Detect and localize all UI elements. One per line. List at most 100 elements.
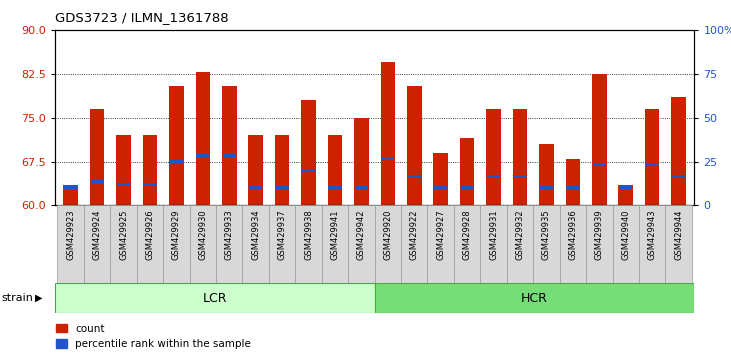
Bar [295, 205, 322, 283]
Bar [407, 86, 422, 205]
Text: GSM429944: GSM429944 [674, 209, 683, 260]
Bar [560, 205, 586, 283]
Bar [137, 205, 163, 283]
Bar [223, 154, 236, 157]
Text: GSM429937: GSM429937 [278, 209, 287, 260]
Text: GSM429920: GSM429920 [383, 209, 393, 260]
Bar [302, 169, 315, 172]
Text: GSM429933: GSM429933 [224, 209, 234, 260]
Bar [566, 159, 580, 205]
Bar [110, 205, 137, 283]
Bar [613, 205, 639, 283]
Bar [163, 205, 189, 283]
Text: GDS3723 / ILMN_1361788: GDS3723 / ILMN_1361788 [55, 11, 229, 24]
Bar [461, 186, 474, 189]
Text: GSM429941: GSM429941 [330, 209, 339, 260]
Bar [170, 160, 183, 163]
Text: strain: strain [1, 293, 34, 303]
Bar [434, 186, 447, 189]
Legend: count, percentile rank within the sample: count, percentile rank within the sample [56, 324, 251, 349]
Text: LCR: LCR [202, 292, 227, 305]
Bar [486, 109, 501, 205]
Bar [64, 185, 78, 205]
Bar [592, 74, 607, 205]
Bar [169, 86, 183, 205]
Bar [84, 205, 110, 283]
Bar [639, 205, 665, 283]
Text: GSM429935: GSM429935 [542, 209, 551, 260]
Text: GSM429923: GSM429923 [67, 209, 75, 260]
Bar [567, 186, 580, 189]
Bar [618, 185, 633, 205]
Bar [328, 186, 341, 189]
Bar [64, 186, 77, 189]
Bar [586, 205, 613, 283]
Text: GSM429938: GSM429938 [304, 209, 313, 260]
Bar [322, 205, 348, 283]
Text: GSM429931: GSM429931 [489, 209, 498, 260]
Bar [454, 205, 480, 283]
Text: GSM429929: GSM429929 [172, 209, 181, 260]
Bar [533, 205, 560, 283]
Text: GSM429936: GSM429936 [569, 209, 577, 260]
Text: GSM429930: GSM429930 [198, 209, 208, 260]
Bar [401, 205, 428, 283]
Bar [243, 205, 269, 283]
Bar [433, 153, 448, 205]
Text: ▶: ▶ [35, 293, 42, 303]
Bar [619, 186, 632, 189]
Bar [143, 183, 156, 187]
Bar [539, 144, 553, 205]
Bar [382, 157, 395, 160]
Bar [91, 181, 104, 183]
Bar [189, 205, 216, 283]
Text: GSM429926: GSM429926 [145, 209, 154, 260]
Text: GSM429942: GSM429942 [357, 209, 366, 260]
Bar [348, 205, 374, 283]
Bar [428, 205, 454, 283]
Text: GSM429943: GSM429943 [648, 209, 656, 260]
Text: GSM429940: GSM429940 [621, 209, 630, 260]
Bar [374, 205, 401, 283]
Bar [216, 205, 243, 283]
Bar [374, 283, 694, 313]
Text: GSM429922: GSM429922 [410, 209, 419, 260]
Bar [672, 175, 685, 178]
Bar [540, 186, 553, 189]
Text: GSM429934: GSM429934 [251, 209, 260, 260]
Bar [327, 135, 342, 205]
Bar [354, 118, 368, 205]
Text: GSM429939: GSM429939 [595, 209, 604, 260]
Bar [117, 183, 130, 187]
Text: GSM429928: GSM429928 [463, 209, 471, 260]
Bar [269, 205, 295, 283]
Bar [665, 205, 692, 283]
Bar [197, 154, 209, 157]
Bar [275, 135, 289, 205]
Text: GSM429925: GSM429925 [119, 209, 128, 260]
Bar [460, 138, 474, 205]
Text: GSM429932: GSM429932 [515, 209, 525, 260]
Bar [249, 135, 263, 205]
Bar [480, 205, 507, 283]
Bar [381, 62, 395, 205]
Text: HCR: HCR [521, 292, 548, 305]
Bar [645, 109, 659, 205]
Bar [55, 283, 374, 313]
Bar [408, 175, 421, 178]
Bar [116, 135, 131, 205]
Bar [58, 205, 84, 283]
Bar [507, 205, 533, 283]
Text: GSM429927: GSM429927 [436, 209, 445, 260]
Bar [355, 186, 368, 189]
Bar [513, 175, 526, 178]
Bar [645, 163, 659, 166]
Bar [487, 175, 500, 178]
Bar [143, 135, 157, 205]
Bar [593, 163, 606, 166]
Text: GSM429924: GSM429924 [93, 209, 102, 260]
Bar [671, 97, 686, 205]
Bar [222, 86, 237, 205]
Bar [301, 100, 316, 205]
Bar [276, 186, 289, 189]
